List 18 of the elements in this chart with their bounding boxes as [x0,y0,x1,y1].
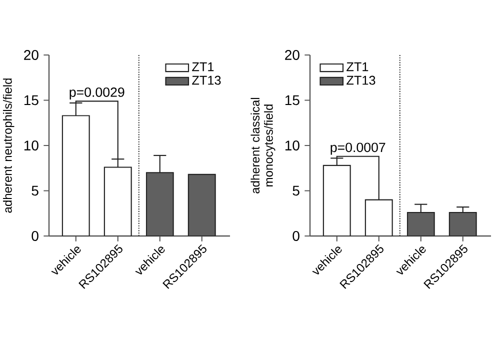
y-tick-label: 15 [24,95,38,106]
legend-label: ZT1 [192,62,214,72]
y-tick-label: 15 [285,95,300,106]
legend-label: ZT13 [192,76,221,85]
annotation: p=0.0007 [330,142,386,155]
y-axis-title: adherent neutrophils/field [3,78,14,213]
legend-label: ZT13 [346,76,376,85]
y-tick-label: 10 [285,140,300,150]
y-tick-label: 5 [32,186,38,196]
annotation: p=0.0029 [70,87,124,100]
y-tick-label: 0 [32,231,38,241]
y-tick-label: 20 [24,50,38,60]
y-tick-label: 0 [292,231,300,241]
y-tick-label: 10 [24,140,38,150]
y-tick-label: 20 [285,50,300,60]
y-axis-title: adherent classical monocytes/field [250,98,276,194]
y-tick-label: 5 [292,186,300,196]
legend-label: ZT1 [346,62,368,72]
